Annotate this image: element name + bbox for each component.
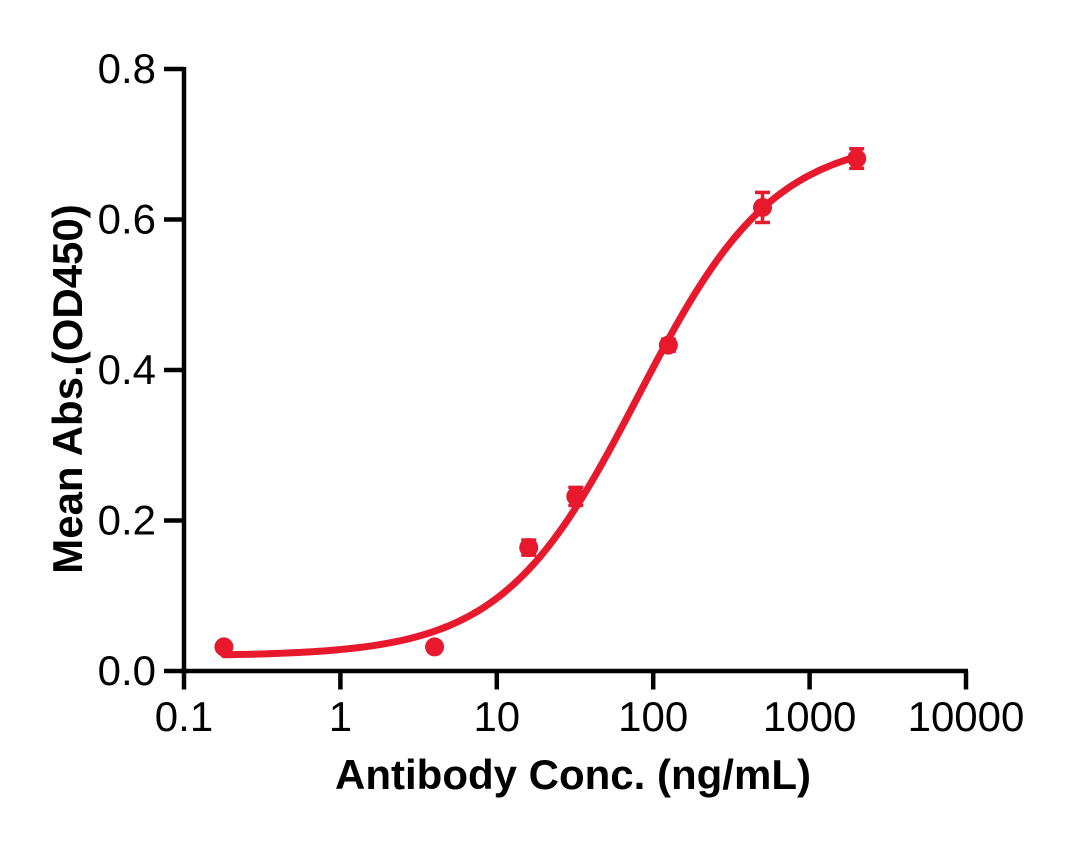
data-point bbox=[519, 538, 539, 558]
axis-tick-labels: 0.1 1 10 100 1000 10000 0.0 0.2 0.4 0.6 0.8 bbox=[98, 45, 1025, 740]
y-tick-label: 0.2 bbox=[98, 497, 156, 544]
data-point bbox=[566, 486, 586, 506]
fit-curve bbox=[220, 153, 861, 659]
data-point bbox=[847, 149, 867, 169]
x-tick-label: 10 bbox=[473, 693, 520, 740]
y-tick-label: 0.4 bbox=[98, 346, 156, 393]
x-tick-label: 100 bbox=[618, 693, 688, 740]
data-point bbox=[425, 637, 445, 657]
x-tick-label: 1 bbox=[329, 693, 352, 740]
x-tick-label: 1000 bbox=[763, 693, 856, 740]
y-axis-title: Mean Abs.(OD450) bbox=[44, 204, 91, 574]
data-point bbox=[753, 197, 773, 217]
y-tick-label: 0.6 bbox=[98, 196, 156, 243]
y-tick-label: 0.0 bbox=[98, 647, 156, 694]
data-points-layer bbox=[214, 147, 867, 657]
fit-curve-layer bbox=[220, 153, 861, 659]
x-tick-label: 10000 bbox=[908, 693, 1025, 740]
data-point bbox=[658, 335, 678, 355]
axis-ticks bbox=[164, 66, 969, 690]
x-axis-title: Antibody Conc. (ng/mL) bbox=[335, 751, 811, 798]
x-tick-label: 0.1 bbox=[155, 693, 213, 740]
data-point bbox=[214, 637, 234, 657]
y-tick-label: 0.8 bbox=[98, 45, 156, 92]
